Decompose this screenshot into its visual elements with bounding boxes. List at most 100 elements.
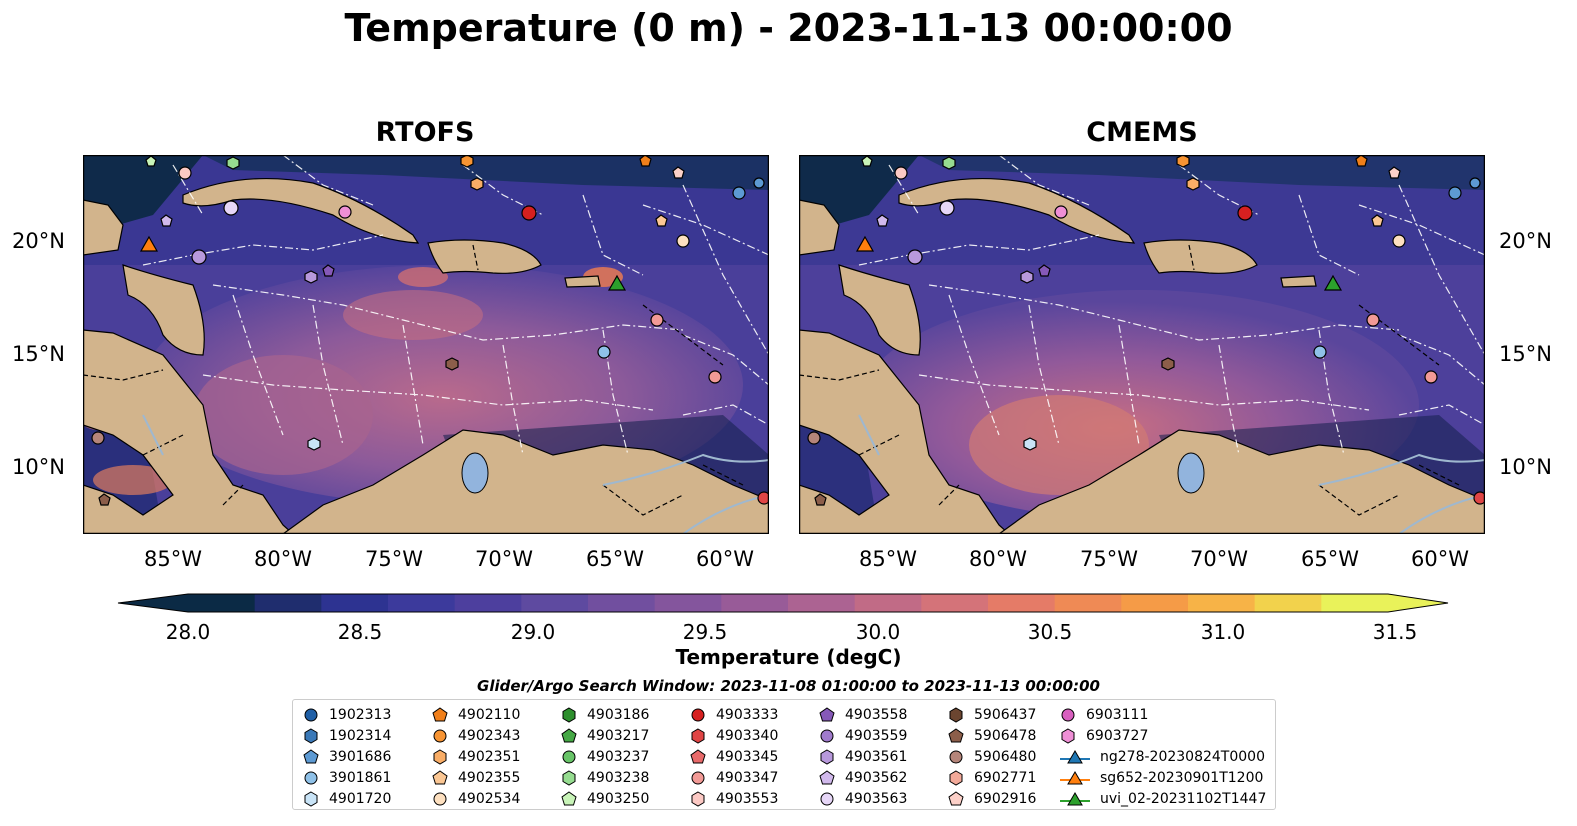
- xtick-85w-left: 85°W: [144, 547, 202, 571]
- pentagon-marker-icon: [561, 790, 577, 805]
- legend-item-label: 3901861: [329, 769, 392, 786]
- circle-marker-icon: [304, 708, 318, 721]
- legend-item-label: 4903563: [845, 790, 908, 807]
- legend-item: 4902110: [432, 704, 520, 725]
- glider-track-icon: [1060, 791, 1090, 805]
- legend-item-label: 4902351: [458, 748, 521, 765]
- cmems-temperature-map: [799, 155, 1485, 534]
- pentagon-marker-icon: [690, 748, 706, 763]
- circle-marker-icon: [820, 729, 834, 742]
- circle-marker-icon: [304, 771, 318, 784]
- colorbar-tick-29-0: 29.0: [510, 620, 556, 644]
- legend-item: 4903186: [561, 704, 649, 725]
- colorbar-segment: [788, 594, 856, 612]
- hexagon-marker-icon: [562, 769, 576, 786]
- colorbar-segment: [921, 594, 989, 612]
- circle-marker-icon: [433, 729, 447, 742]
- hexagon-marker-icon: [433, 748, 447, 765]
- lake-maracaibo: [461, 452, 489, 494]
- legend-item-label: 4903238: [587, 769, 650, 786]
- legend-item-label: 4903559: [845, 727, 908, 744]
- legend-item-label: 6902916: [974, 790, 1037, 807]
- legend-item: 4903559: [819, 725, 907, 746]
- hexagon-marker-icon: [1061, 727, 1075, 744]
- legend-item: 5906480: [948, 746, 1036, 767]
- legend-item-label: 4903217: [587, 727, 650, 744]
- legend-item-label: 1902314: [329, 727, 392, 744]
- hexagon-marker-icon: [949, 769, 963, 786]
- legend-item: 1902314: [303, 725, 391, 746]
- pentagon-marker-icon: [948, 727, 964, 742]
- legend-item: sg652-20230901T1200: [1060, 767, 1266, 788]
- legend-item-label: 4903186: [587, 706, 650, 723]
- legend-item: uvi_02-20231102T1447: [1060, 788, 1266, 809]
- legend-item-label: sg652-20230901T1200: [1100, 769, 1264, 786]
- circle-marker-icon: [433, 792, 447, 805]
- colorbar-min-extension: [118, 594, 188, 612]
- xtick-60w-right: 60°W: [1411, 547, 1469, 571]
- hexagon-marker-icon: [304, 790, 318, 807]
- legend-column: 4903186 4903217 4903237 4903238 4903250: [561, 704, 649, 809]
- circle-marker-icon: [820, 792, 834, 805]
- legend-item-label: 1902313: [329, 706, 392, 723]
- xtick-65w-right: 65°W: [1301, 547, 1359, 571]
- legend-item-label: 6903111: [1086, 706, 1149, 723]
- xtick-60w-left: 60°W: [696, 547, 754, 571]
- legend-item: 6903727: [1060, 725, 1266, 746]
- ytick-10n-right: 10°N: [1499, 455, 1552, 479]
- circle-marker-icon: [562, 750, 576, 763]
- circle-marker-icon: [1061, 708, 1075, 721]
- colorbar-segment: [454, 594, 522, 612]
- colorbar-tick-31-5: 31.5: [1372, 620, 1418, 644]
- colorbar-segment: [321, 594, 389, 612]
- legend-item: 4903217: [561, 725, 649, 746]
- legend-item: 6902771: [948, 767, 1036, 788]
- colorbar-tick-28-5: 28.5: [337, 620, 383, 644]
- pentagon-marker-icon: [561, 727, 577, 742]
- colorbar-tick-30-5: 30.5: [1027, 620, 1073, 644]
- legend-item: 4903553: [690, 788, 778, 809]
- hexagon-marker-icon: [691, 727, 705, 744]
- legend-item: 3901686: [303, 746, 391, 767]
- legend-item-label: 4903345: [716, 748, 779, 765]
- legend-item-label: 3901686: [329, 748, 392, 765]
- hexagon-marker-icon: [562, 706, 576, 723]
- colorbar-segment: [254, 594, 322, 612]
- colorbar-segment: [588, 594, 656, 612]
- glider-track-icon: [1060, 749, 1090, 763]
- land-central-america: [83, 329, 294, 534]
- legend-item: 4903558: [819, 704, 907, 725]
- colorbar-max-extension: [1388, 594, 1448, 612]
- ytick-20n-left: 20°N: [12, 229, 65, 253]
- pentagon-marker-icon: [819, 706, 835, 721]
- legend-item-label: 4902110: [458, 706, 521, 723]
- legend-item: 3901861: [303, 767, 391, 788]
- legend-item: 4903345: [690, 746, 778, 767]
- colorbar-segment: [521, 594, 589, 612]
- search-window-caption: Glider/Argo Search Window: 2023-11-08 01…: [477, 677, 1100, 695]
- legend-item-label: 4903562: [845, 769, 908, 786]
- ytick-15n-right: 15°N: [1499, 342, 1552, 366]
- land-cuba: [182, 177, 420, 244]
- xtick-75w-left: 75°W: [365, 547, 423, 571]
- legend-item-label: 4903237: [587, 748, 650, 765]
- legend-item-label: 6903727: [1086, 727, 1149, 744]
- colorbar-segment: [1254, 594, 1322, 612]
- legend-column: 4903558 4903559 4903561 4903562 4903563: [819, 704, 907, 809]
- legend-item: 4903561: [819, 746, 907, 767]
- legend-item: 5906478: [948, 725, 1036, 746]
- legend-column: 5906437 5906478 5906480 6902771 6902916: [948, 704, 1036, 809]
- rtofs-temperature-map: [83, 155, 769, 534]
- pentagon-marker-icon: [303, 748, 319, 763]
- land-puerto-rico: [564, 275, 601, 288]
- colorbar-tick-29-5: 29.5: [682, 620, 728, 644]
- colorbar-segment: [988, 594, 1056, 612]
- legend-item: 4902343: [432, 725, 520, 746]
- legend-item-label: 4902355: [458, 769, 521, 786]
- legend-item: 4901720: [303, 788, 391, 809]
- legend-item: 4903250: [561, 788, 649, 809]
- legend-item: 4903237: [561, 746, 649, 767]
- circle-marker-icon: [691, 708, 705, 721]
- legend-item: 5906437: [948, 704, 1036, 725]
- hexagon-marker-icon: [820, 748, 834, 765]
